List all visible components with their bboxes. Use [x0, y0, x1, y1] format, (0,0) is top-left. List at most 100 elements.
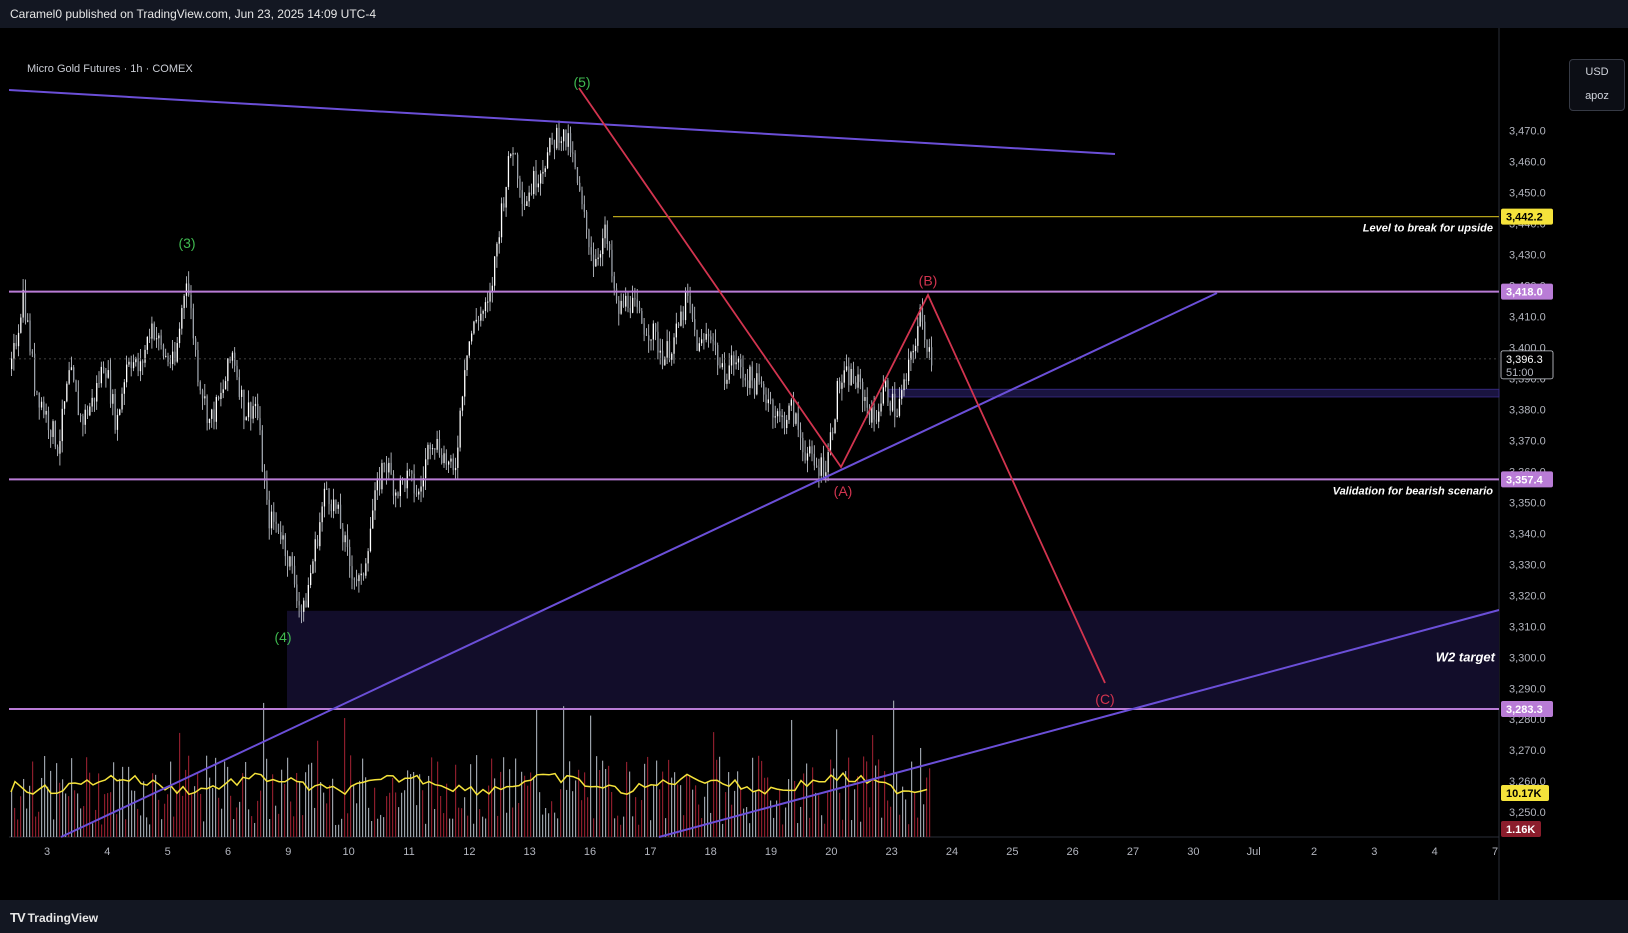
x-tick-label: 25 — [1006, 846, 1018, 858]
volume-last-badge — [1501, 821, 1541, 837]
candle-body — [367, 551, 369, 564]
candle-body — [753, 380, 756, 395]
candle-body — [213, 409, 215, 422]
volume-bar — [737, 771, 739, 837]
upper-trendline[interactable] — [9, 89, 1116, 155]
candle-body — [107, 370, 109, 378]
candle-body — [553, 139, 556, 149]
volume-bar — [173, 816, 175, 837]
volume-bar — [425, 823, 427, 837]
candle-body — [38, 392, 40, 408]
volume-bar — [170, 761, 172, 837]
volume-bar — [590, 715, 592, 837]
rising-trendline[interactable] — [60, 292, 1218, 838]
volume-bar — [788, 779, 790, 837]
candle-body — [137, 358, 139, 372]
volume-bar — [92, 823, 94, 837]
candle-body — [871, 406, 873, 423]
abc-projection-path[interactable] — [578, 87, 1106, 684]
candle-body — [100, 366, 102, 384]
candle-body — [176, 343, 178, 362]
candle-body — [413, 473, 415, 494]
candle-body — [779, 411, 781, 417]
candle-body — [13, 343, 15, 359]
candle-body — [797, 413, 799, 430]
candle-body — [813, 453, 815, 466]
candle-body — [519, 178, 521, 191]
candle-body — [767, 399, 769, 404]
x-tick-label: 7 — [1492, 846, 1498, 858]
volume-bar — [821, 815, 823, 837]
candle-body — [627, 295, 629, 308]
volume-bar — [275, 805, 277, 837]
candle-body — [268, 499, 270, 529]
candle-body — [885, 380, 887, 388]
price-chart[interactable]: (3) (4) (5) (A) (B) (C) Level to break for ups… — [9, 28, 1619, 900]
candle-body — [834, 419, 836, 433]
candle-body — [643, 323, 645, 335]
volume-bar — [443, 813, 445, 837]
volume-bar — [338, 824, 340, 837]
volume-bar — [203, 821, 205, 837]
candle-body — [73, 367, 75, 381]
scale-mode-label[interactable]: apoz — [1585, 90, 1609, 102]
candle-body — [535, 171, 537, 188]
volume-bar — [575, 780, 577, 837]
volume-bar — [62, 779, 64, 837]
currency-label[interactable]: USD — [1585, 66, 1609, 78]
candle-body — [420, 486, 422, 492]
volume-bar — [317, 740, 319, 837]
candle-body — [464, 370, 466, 397]
volume-bar — [911, 761, 913, 837]
chart-pane[interactable]: (3) (4) (5) (A) (B) (C) Level to break for ups… — [9, 28, 1625, 900]
volume-bar — [776, 800, 778, 837]
volume-bar — [731, 804, 733, 837]
volume-bar — [362, 758, 364, 837]
candle-body — [450, 458, 452, 462]
candle-body — [680, 311, 682, 326]
candle-body — [873, 406, 875, 420]
candle-body — [192, 308, 194, 339]
candle-body — [687, 291, 689, 296]
candle-body — [27, 320, 29, 322]
volume-bar — [140, 815, 142, 837]
volume-bar — [812, 767, 814, 837]
candle-body — [719, 365, 721, 368]
candle-body — [514, 153, 516, 155]
volume-bar — [890, 806, 892, 837]
candle-body — [365, 563, 367, 576]
candle-body — [848, 366, 850, 386]
tradingview-logo[interactable]: TV TradingView — [10, 910, 98, 925]
candle-body — [303, 600, 305, 612]
volume-bar — [434, 808, 436, 837]
candle-body — [379, 478, 381, 490]
price-badge-label: 3,357.4 — [1506, 474, 1544, 486]
volume-bar — [245, 761, 247, 837]
x-tick-label: 6 — [225, 846, 231, 858]
candle-body — [675, 323, 677, 338]
candle-body — [220, 392, 222, 400]
volume-bar — [764, 777, 766, 837]
volume-bar — [287, 757, 289, 837]
candle-body — [344, 535, 346, 543]
volume-bar — [368, 807, 370, 837]
volume-bar — [851, 820, 853, 837]
volume-bar — [884, 771, 886, 837]
lower-trendline[interactable] — [658, 609, 1500, 838]
currency-selector[interactable]: USD apoz — [1569, 59, 1625, 111]
y-tick-label: 3,350.0 — [1509, 497, 1546, 509]
candle-body — [809, 446, 811, 454]
volume-bar — [761, 760, 763, 837]
candle-body — [878, 411, 880, 422]
candle-body — [590, 247, 592, 255]
candle-body — [146, 336, 148, 350]
volume-bar — [209, 777, 211, 837]
candle-body — [790, 399, 792, 406]
volume-bar — [134, 790, 136, 837]
volume-bar — [863, 756, 865, 837]
target-zone — [287, 610, 1499, 710]
volume-bar — [617, 815, 619, 837]
candle-body — [204, 396, 206, 399]
candle-body — [247, 402, 250, 418]
volume-bar — [59, 782, 61, 837]
